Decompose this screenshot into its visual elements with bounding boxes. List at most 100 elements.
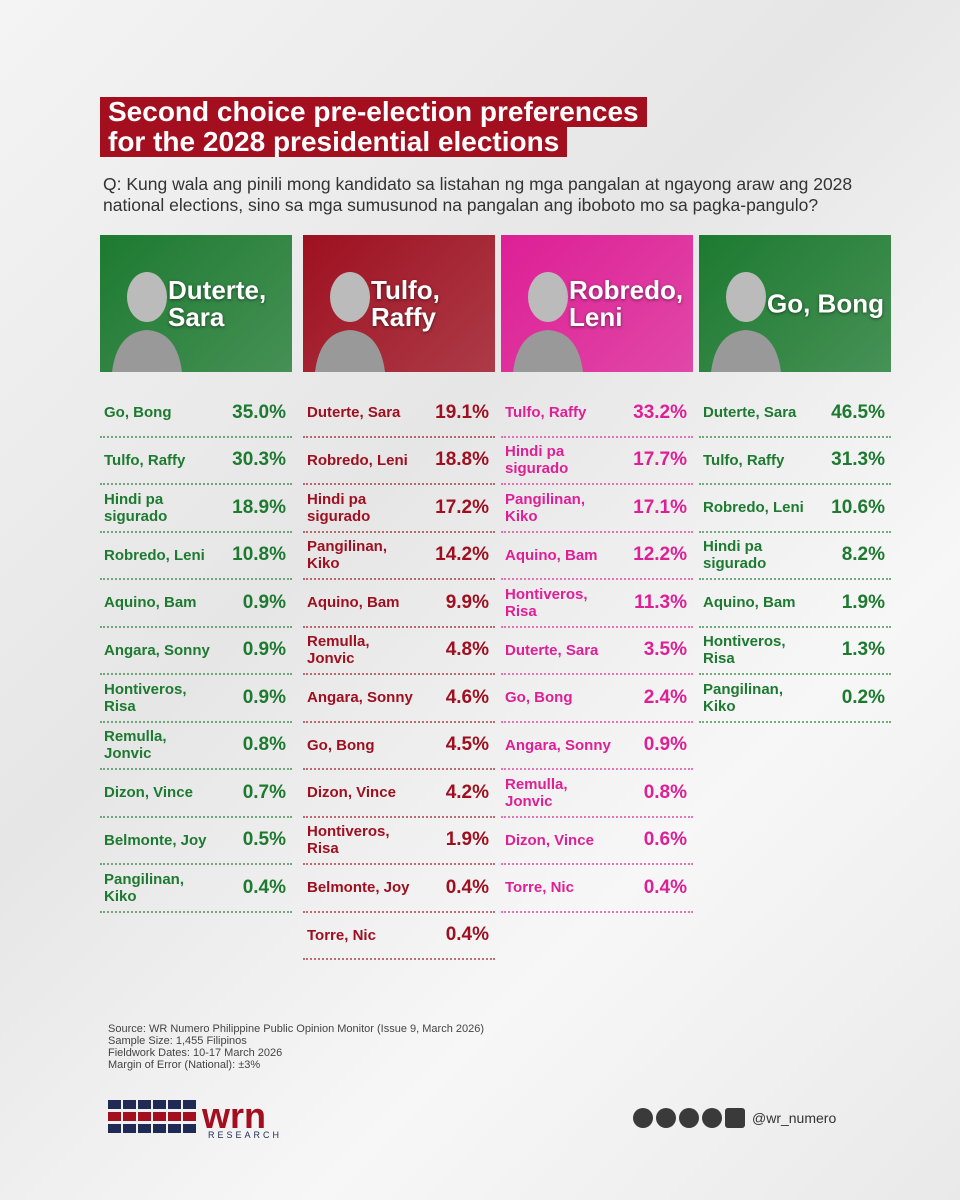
result-row: Hindi pa sigurado 17.7%	[501, 438, 693, 485]
result-row: Belmonte, Joy 0.4%	[303, 865, 495, 913]
logo-block	[168, 1112, 181, 1121]
choice-value: 3.5%	[643, 639, 687, 661]
logo-block	[183, 1112, 196, 1121]
rows: Duterte, Sara 46.5% Tulfo, Raffy 31.3% Robre…	[699, 390, 891, 723]
choice-name: Pangilinan, Kiko	[104, 870, 185, 905]
choice-value: 46.5%	[831, 401, 885, 423]
choice-value: 17.7%	[633, 449, 687, 471]
result-row: Angara, Sonny 0.9%	[501, 723, 693, 770]
choice-value: 17.2%	[435, 496, 489, 518]
candidate-column: Go, Bong Duterte, Sara 46.5% Tulfo, Raffy 31…	[699, 235, 891, 723]
logo-block	[183, 1100, 196, 1109]
result-row: Pangilinan, Kiko 0.2%	[699, 675, 891, 723]
choice-name: Pangilinan, Kiko	[307, 538, 388, 573]
logo-subtext: RESEARCH	[208, 1130, 282, 1140]
result-row: Go, Bong 2.4%	[501, 675, 693, 723]
logo-block	[123, 1112, 136, 1121]
result-row: Robredo, Leni 18.8%	[303, 438, 495, 485]
choice-value: 18.8%	[435, 449, 489, 471]
choice-name: Dizon, Vince	[505, 831, 594, 849]
result-row: Go, Bong 35.0%	[100, 390, 292, 438]
choice-value: 4.2%	[445, 781, 489, 803]
choice-value: 0.2%	[841, 686, 885, 708]
candidate-name: Go, Bong	[767, 288, 884, 318]
result-row: Remulla, Jonvic 4.8%	[303, 628, 495, 675]
choice-value: 0.4%	[643, 876, 687, 898]
title: Second choice pre-election preferencesfo…	[100, 97, 960, 157]
result-row: Robredo, Leni 10.6%	[699, 485, 891, 533]
logo-block	[153, 1100, 166, 1109]
choice-value: 4.8%	[445, 639, 489, 661]
result-row: Duterte, Sara 3.5%	[501, 628, 693, 675]
candidate-header: Tulfo, Raffy	[303, 235, 495, 372]
source-line: Source: WR Numero Philippine Public Opin…	[108, 1023, 484, 1035]
choice-name: Aquino, Bam	[307, 594, 400, 612]
logo-block	[108, 1100, 121, 1109]
choice-name: Hindi pa sigurado	[307, 490, 371, 525]
result-row: Hindi pa sigurado 18.9%	[100, 485, 292, 533]
photo	[315, 272, 385, 372]
result-row: Hindi pa sigurado 8.2%	[699, 533, 891, 580]
logo-block	[138, 1112, 151, 1121]
choice-value: 0.5%	[242, 829, 286, 851]
source-line: Margin of Error (National): ±3%	[108, 1059, 261, 1071]
source-line: Sample Size: 1,455 Filipinos	[108, 1035, 247, 1047]
rows: Duterte, Sara 19.1% Robredo, Leni 18.8% Hind…	[303, 390, 495, 960]
choice-name: Hontiveros, Risa	[307, 823, 390, 858]
result-row: Hontiveros, Risa 0.9%	[100, 675, 292, 723]
choice-value: 0.9%	[242, 639, 286, 661]
result-row: Tulfo, Raffy 33.2%	[501, 390, 693, 438]
handle: @wr_numero	[752, 1110, 837, 1126]
result-row: Hontiveros, Risa 11.3%	[501, 580, 693, 628]
choice-name: Remulla, Jonvic	[104, 728, 167, 763]
choice-value: 0.8%	[242, 734, 286, 756]
logo-text: wrn	[201, 1098, 266, 1136]
choice-name: Torre, Nic	[307, 926, 376, 944]
candidate-name: Robredo, Leni	[569, 274, 684, 332]
photo	[711, 272, 781, 372]
logo-block	[138, 1100, 151, 1109]
choice-value: 2.4%	[643, 686, 687, 708]
result-row: Robredo, Leni 10.8%	[100, 533, 292, 580]
choice-name: Go, Bong	[307, 736, 375, 754]
choice-value: 0.8%	[643, 781, 687, 803]
logo-block	[138, 1124, 151, 1133]
choice-value: 1.9%	[445, 829, 489, 851]
choice-name: Hindi pa sigurado	[104, 490, 168, 525]
choice-value: 17.1%	[633, 496, 687, 518]
result-row: Aquino, Bam 12.2%	[501, 533, 693, 580]
result-row: Torre, Nic 0.4%	[501, 865, 693, 913]
choice-name: Hontiveros, Risa	[104, 680, 187, 715]
candidate-header: Go, Bong	[699, 235, 891, 372]
choice-value: 10.8%	[232, 544, 286, 566]
choice-value: 0.9%	[242, 686, 286, 708]
result-row: Tulfo, Raffy 31.3%	[699, 438, 891, 485]
choice-value: 9.9%	[445, 591, 489, 613]
result-row: Pangilinan, Kiko 0.4%	[100, 865, 292, 913]
result-row: Remulla, Jonvic 0.8%	[100, 723, 292, 770]
choice-name: Pangilinan, Kiko	[703, 680, 784, 715]
choice-value: 19.1%	[435, 401, 489, 423]
candidate-column: Robredo, Leni Tulfo, Raffy 33.2% Hindi pa s…	[501, 235, 693, 913]
result-row: Go, Bong 4.5%	[303, 723, 495, 770]
logo-block	[108, 1124, 121, 1133]
choice-name: Angara, Sonny	[505, 736, 611, 754]
choice-value: 10.6%	[831, 496, 885, 518]
result-row: Aquino, Bam 9.9%	[303, 580, 495, 628]
choice-value: 33.2%	[633, 401, 687, 423]
rows: Tulfo, Raffy 33.2% Hindi pa sigurado 17.7% P…	[501, 390, 693, 913]
choice-name: Hindi pa sigurado	[703, 538, 767, 573]
source-line: Fieldwork Dates: 10-17 March 2026	[108, 1047, 283, 1059]
choice-value: 4.5%	[445, 734, 489, 756]
result-row: Tulfo, Raffy 30.3%	[100, 438, 292, 485]
candidate-name: Duterte, Sara	[168, 274, 267, 332]
result-row: Pangilinan, Kiko 14.2%	[303, 533, 495, 580]
logo-block	[108, 1112, 121, 1121]
choice-value: 1.9%	[841, 591, 885, 613]
choice-name: Duterte, Sara	[505, 641, 599, 659]
candidate-column: Tulfo, Raffy Duterte, Sara 19.1% Robredo, L…	[303, 235, 495, 960]
choice-name: Belmonte, Joy	[104, 831, 207, 849]
result-row: Pangilinan, Kiko 17.1%	[501, 485, 693, 533]
